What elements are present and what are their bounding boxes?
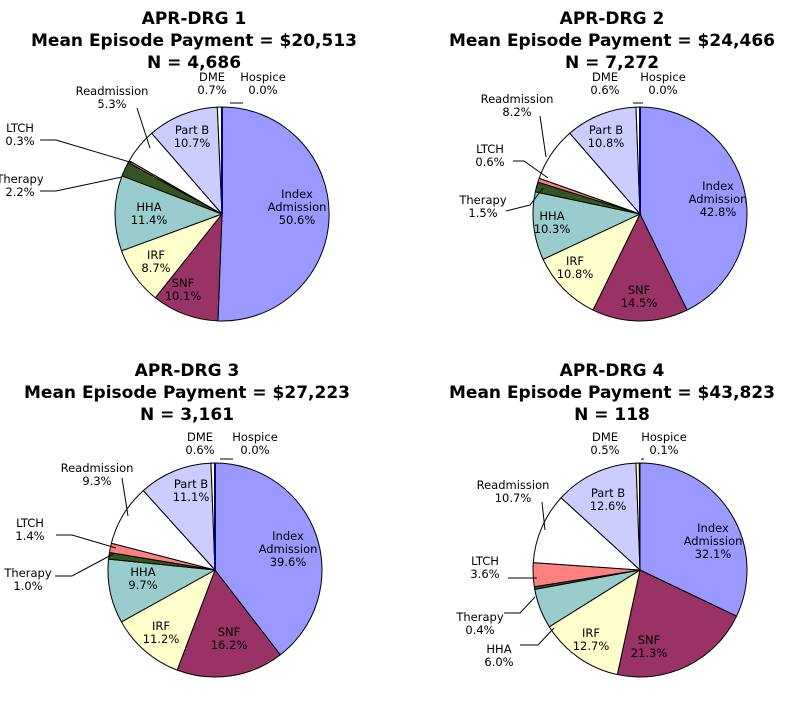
chart-n-label: N = 118 — [574, 405, 650, 425]
chart-title: APR-DRG 1 — [142, 9, 247, 29]
slice-index-admission — [217, 106, 330, 322]
data-label-hha: HHA 10.3% — [534, 209, 571, 236]
data-label-part-b: Part B 11.1% — [173, 477, 210, 504]
slice-part-b — [560, 462, 641, 572]
data-label-snf: SNF 16.2% — [211, 625, 248, 652]
leader-line-readmission — [121, 477, 129, 517]
data-label-dme: DME 0.7% — [197, 70, 226, 97]
data-label-ltch: LTCH 0.6% — [475, 142, 504, 169]
chart-subtitle: Mean Episode Payment = $20,513 — [31, 31, 357, 51]
data-label-irf: IRF 11.2% — [143, 619, 180, 646]
leader-line-therapy — [55, 552, 116, 577]
leader-line-readmission — [539, 115, 547, 158]
slice-snf — [176, 568, 281, 678]
data-label-hha: HHA 11.4% — [131, 200, 168, 227]
leader-line-therapy — [40, 176, 123, 192]
chart-subtitle: Mean Episode Payment = $27,223 — [24, 383, 350, 403]
chart-n-label: N = 4,686 — [147, 53, 241, 73]
data-label-hha: HHA 6.0% — [484, 642, 513, 669]
chart-title: APR-DRG 2 — [560, 9, 665, 29]
data-label-therapy: Therapy 1.0% — [3, 566, 51, 593]
data-label-index-admission: Index Admission 50.6% — [268, 187, 327, 227]
leader-line-ltch — [513, 160, 549, 179]
leader-line-therapy — [504, 596, 536, 614]
data-label-part-b: Part B 10.7% — [174, 123, 211, 150]
data-label-ltch: LTCH 1.4% — [15, 516, 44, 543]
data-label-hospice: Hospice 0.1% — [641, 430, 687, 457]
data-label-ltch: LTCH 3.6% — [470, 554, 499, 581]
leader-line-ltch — [56, 534, 117, 549]
data-label-readmission: Readmission 8.2% — [481, 92, 554, 119]
slice-snf — [592, 212, 688, 322]
chart-title: APR-DRG 4 — [560, 361, 665, 381]
chart-title: APR-DRG 3 — [135, 361, 240, 381]
chart-subtitle: Mean Episode Payment = $24,466 — [449, 31, 775, 51]
leader-line-hha — [520, 627, 555, 646]
slice-hospice — [638, 462, 641, 571]
slice-part-b — [151, 106, 223, 216]
slice-irf — [120, 568, 216, 671]
data-label-ltch: LTCH 0.3% — [5, 121, 34, 148]
slice-readmission — [532, 497, 642, 571]
data-label-index-admission: Index Admission 39.6% — [259, 529, 318, 569]
leader-line-readmission — [136, 107, 151, 149]
chart-n-label: N = 7,272 — [565, 53, 659, 73]
slice-index-admission — [639, 106, 748, 311]
slice-index-admission — [214, 462, 323, 656]
slice-irf — [548, 568, 641, 676]
data-label-index-admission: Index Admission 42.8% — [689, 179, 748, 219]
leader-line-ltch — [40, 139, 134, 164]
slice-snf — [616, 569, 738, 678]
leader-line-therapy — [505, 187, 544, 212]
data-label-part-b: Part B 12.6% — [590, 486, 627, 513]
slice-index-admission — [639, 462, 748, 617]
data-label-readmission: Readmission 10.7% — [477, 478, 550, 505]
chart-subtitle: Mean Episode Payment = $43,823 — [449, 383, 775, 403]
slice-part-b — [569, 106, 641, 216]
slice-irf — [542, 212, 642, 311]
data-label-readmission: Readmission 5.3% — [76, 84, 149, 111]
chart-n-label: N = 3,161 — [140, 405, 234, 425]
data-label-hospice: Hospice 0.0% — [240, 70, 286, 97]
data-label-snf: SNF 14.5% — [621, 283, 658, 310]
leader-line-readmission — [541, 501, 546, 531]
data-label-snf: SNF 21.3% — [631, 633, 668, 660]
data-label-hospice: Hospice 0.0% — [232, 430, 278, 457]
data-label-hha: HHA 9.7% — [128, 565, 157, 592]
data-label-therapy: Therapy 1.5% — [458, 193, 506, 220]
data-label-therapy: Therapy 2.2% — [0, 172, 44, 199]
slice-part-b — [142, 462, 216, 572]
data-label-irf: IRF 8.7% — [141, 248, 170, 275]
data-label-index-admission: Index Admission 32.1% — [684, 521, 743, 561]
data-label-readmission: Readmission 9.3% — [61, 461, 134, 488]
data-label-irf: IRF 10.8% — [557, 254, 594, 281]
data-label-snf: SNF 10.1% — [165, 276, 202, 303]
data-label-dme: DME 0.5% — [590, 430, 619, 457]
data-label-hospice: Hospice 0.0% — [640, 70, 686, 97]
data-label-therapy: Therapy 0.4% — [455, 610, 503, 637]
data-label-irf: IRF 12.7% — [573, 626, 610, 653]
data-label-part-b: Part B 10.8% — [588, 123, 625, 150]
data-label-dme: DME 0.6% — [185, 430, 214, 457]
data-label-dme: DME 0.6% — [590, 70, 619, 97]
